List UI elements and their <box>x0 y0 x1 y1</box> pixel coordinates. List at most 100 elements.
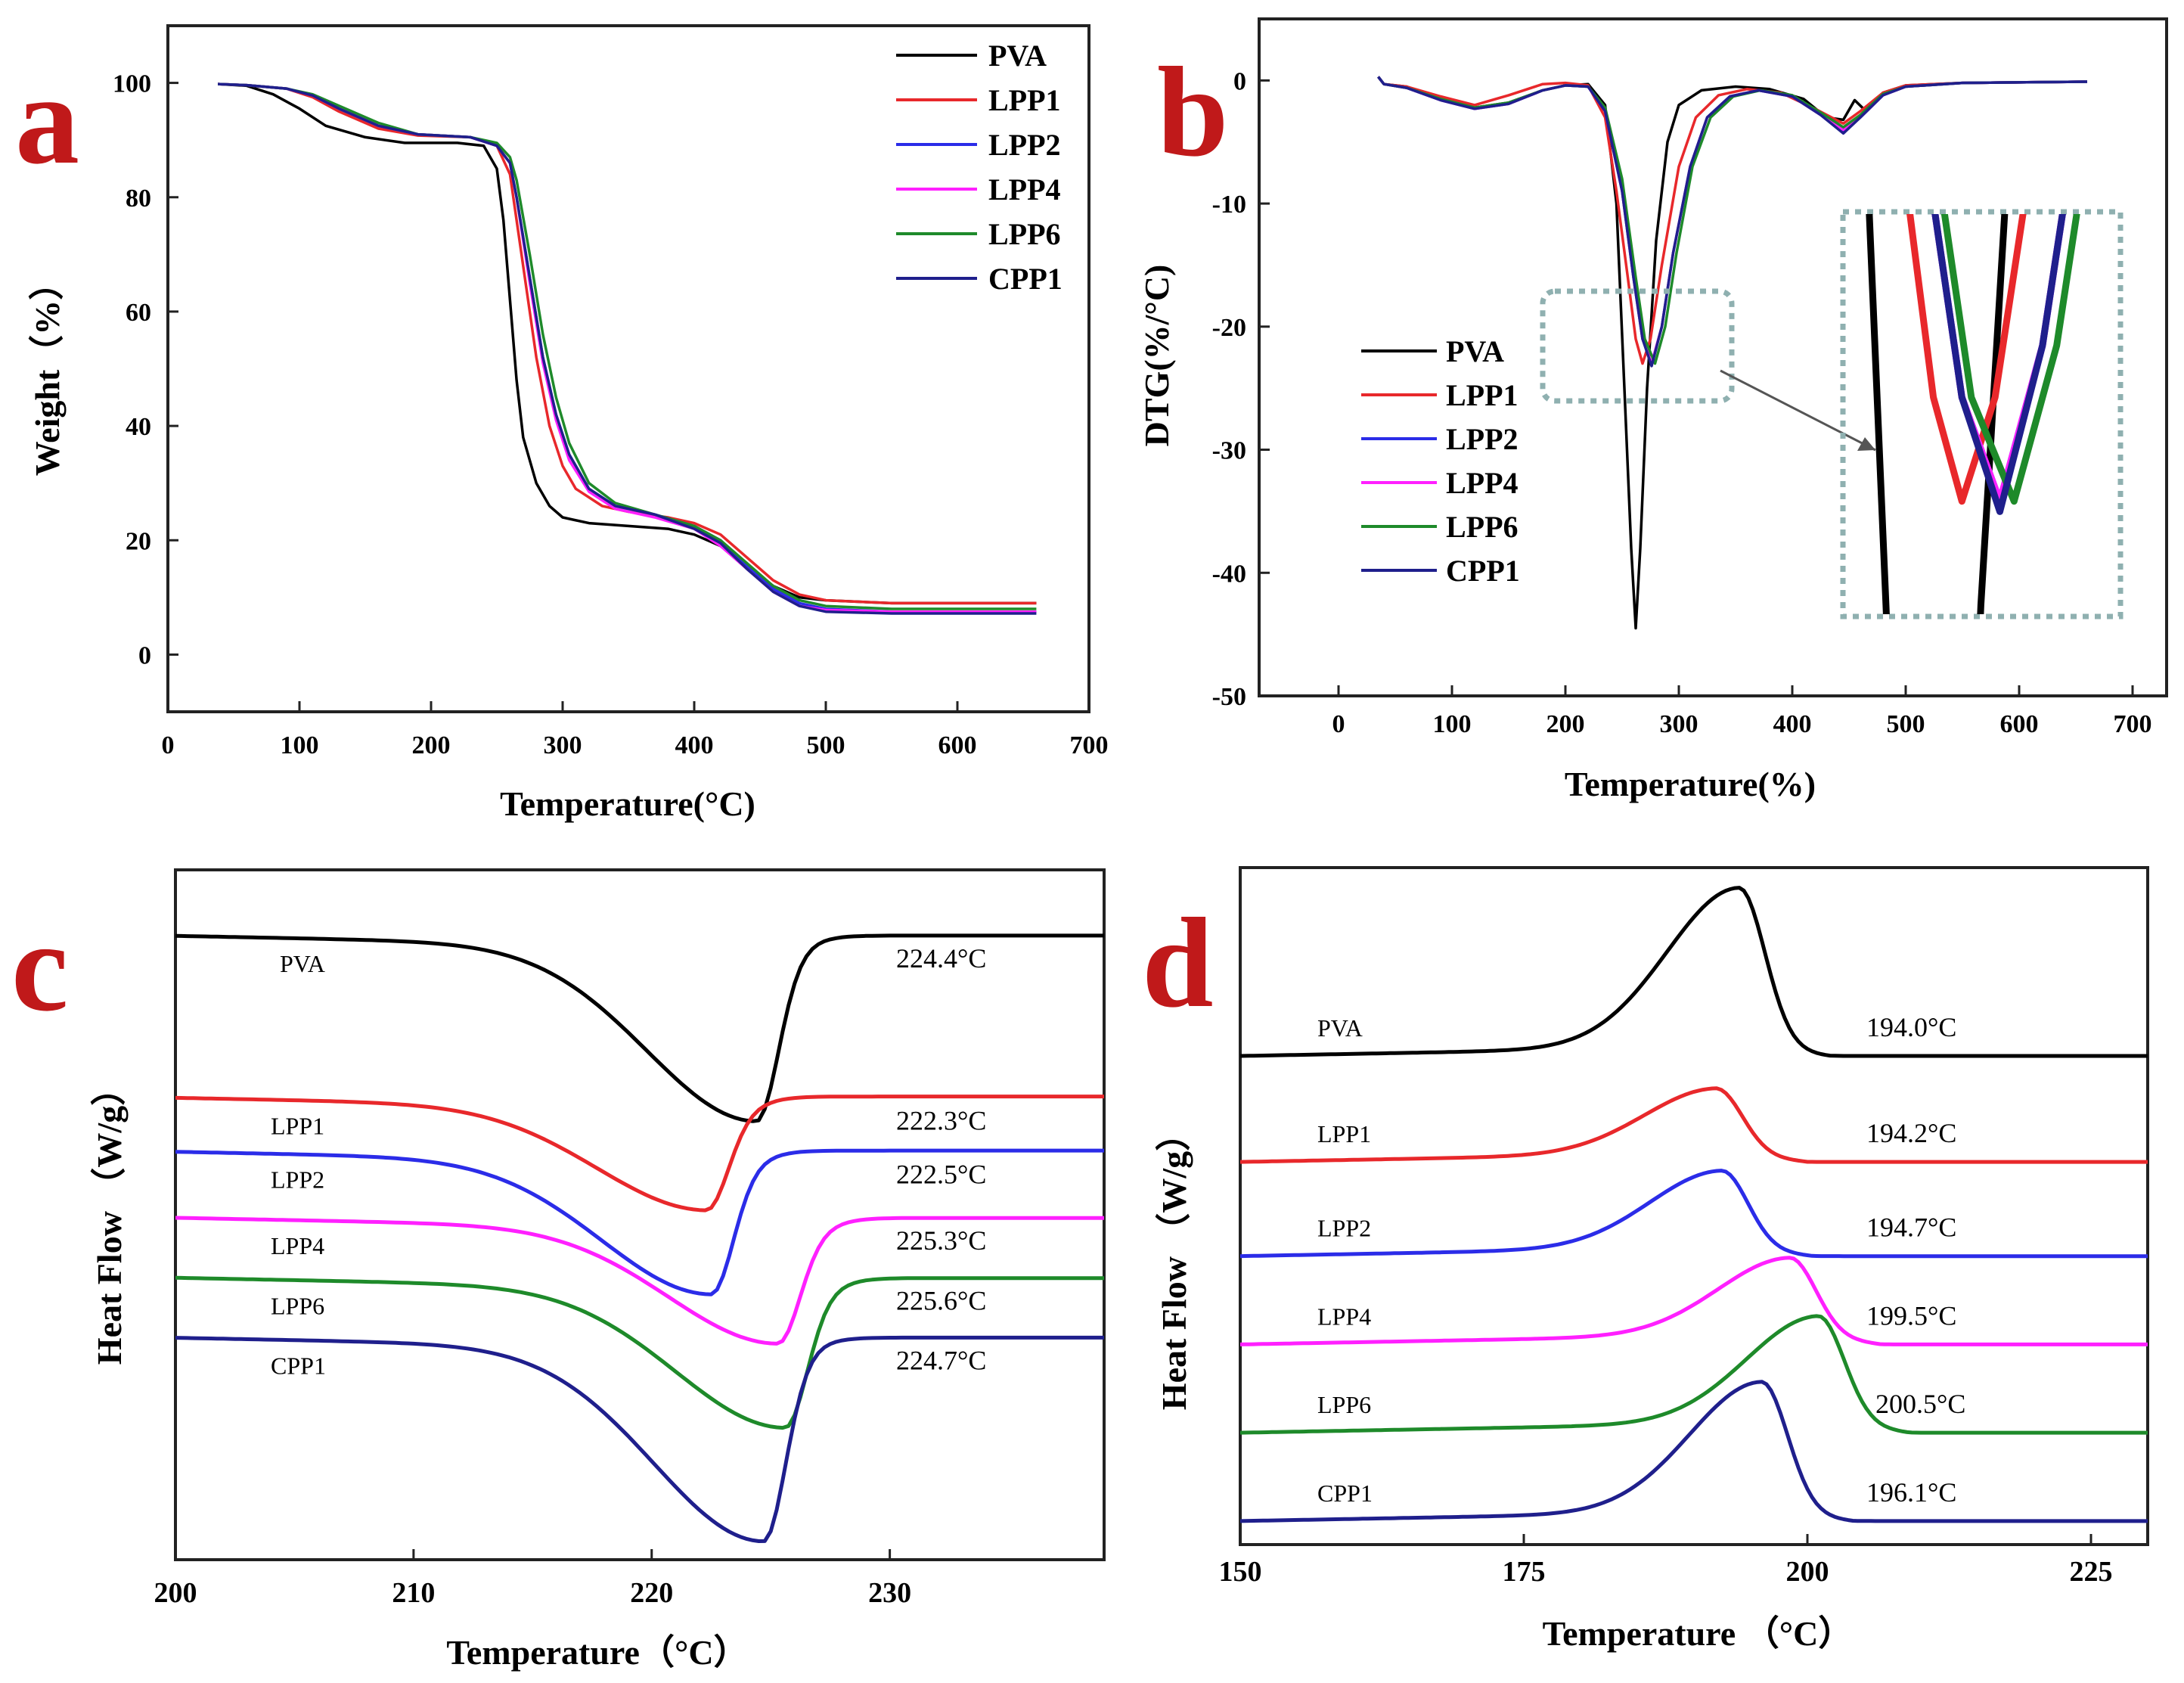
panel-d-frame <box>1239 866 2149 1546</box>
panel-c-dsc-melting-chart: 200 210 220 230 PVA 224.4°C LPP1 222.3°C LPP2 22… <box>90 868 1106 1672</box>
panel-a-legend-label-pva: PVA <box>988 39 1047 73</box>
panel-b-y-tick-label: -10 <box>1212 191 1246 219</box>
panel-d-peak-label-lpp2: 194.7°C <box>1866 1213 1956 1243</box>
panel-a-x-tick-label: 500 <box>807 731 845 759</box>
panel-c-y-axis-label: Heat Flow （W/g） <box>90 1071 129 1365</box>
panel-b-legend-label-lpp4: LPP4 <box>1446 466 1519 500</box>
panel-c-series-name-lpp4: LPP4 <box>271 1232 324 1259</box>
panel-b-y-tick-label: 0 <box>1233 67 1246 95</box>
panel-b-x-tick-label: 600 <box>2000 710 2039 738</box>
panel-d-series-labels: PVA 194.0°C LPP1 194.2°C LPP2 194.7°C LPP4 199.… <box>1317 1012 1965 1508</box>
panel-d-peak-label-lpp1: 194.2°C <box>1866 1118 1956 1148</box>
panel-d-peak-label-lpp4: 199.5°C <box>1866 1300 1956 1331</box>
panel-d-y-axis-label: Heat Flow （W/g） <box>1155 1116 1193 1410</box>
panel-letter-a: a <box>15 48 79 191</box>
panel-a-series-lpp2 <box>218 82 1037 613</box>
panel-b-inset-series-group <box>1866 214 2080 614</box>
panel-c-x-tick-label: 220 <box>630 1577 673 1609</box>
panel-b-inset-frame <box>1840 209 2124 619</box>
panel-a-legend: PVA LPP1 LPP2 LPP4 LPP6 CPP1 <box>896 39 1063 296</box>
panel-d-x-tick-label: 200 <box>1786 1556 1829 1588</box>
panel-c-x-axis-label: Temperature（°C） <box>446 1633 748 1672</box>
panel-a-y-axis-label: Weight（%） <box>28 265 67 477</box>
panel-a-frame <box>166 24 1090 713</box>
panel-d-series-name-cpp1: CPP1 <box>1317 1480 1373 1507</box>
panel-c-peak-label-lpp4: 225.3°C <box>896 1225 986 1256</box>
panel-d-series-lpp2 <box>1239 1169 2148 1259</box>
panel-b-legend-label-lpp2: LPP2 <box>1446 422 1519 456</box>
panel-d-series-name-lpp1: LPP1 <box>1317 1120 1371 1147</box>
panel-a-x-tick-label: 300 <box>544 731 582 759</box>
panel-d-series-name-lpp2: LPP2 <box>1317 1215 1371 1242</box>
panel-b-inset-curves <box>1866 214 2080 614</box>
panel-c-series-name-cpp1: CPP1 <box>271 1352 326 1380</box>
panel-d-x-axis-label: Temperature （°C） <box>1543 1614 1854 1653</box>
panel-b-y-axis-label: DTG(%/°C) <box>1137 265 1176 447</box>
panel-b-y-tick-label: -20 <box>1212 314 1246 342</box>
panel-b-series-lpp4 <box>1377 76 2088 365</box>
panel-b-inset-series-pva <box>1866 214 2009 614</box>
panel-b-x-tick-label: 500 <box>1887 710 1925 738</box>
panel-a-series-cpp1 <box>218 82 1037 615</box>
panel-b-legend-label-cpp1: CPP1 <box>1446 554 1520 588</box>
panel-b-ticks: 0 100 200 300 400 500 600 700 0 -10 -20 -30 -40 -50 <box>1212 67 2152 738</box>
panel-a-x-tick-label: 700 <box>1070 731 1109 759</box>
panel-b-dtg-chart: 0 100 200 300 400 500 600 700 0 -10 -20 -30 -40 -50 P… <box>1137 17 2168 803</box>
panel-a-legend-label-cpp1: CPP1 <box>988 262 1063 296</box>
panel-a-legend-label-lpp2: LPP2 <box>988 128 1061 162</box>
panel-c-series-group <box>175 933 1104 1543</box>
panel-letter-d: d <box>1142 892 1214 1034</box>
panel-a-ticks: 0 100 200 300 400 500 600 700 0 20 40 60 80 100 <box>113 70 1109 759</box>
panel-c-peak-label-cpp1: 224.7°C <box>896 1346 986 1376</box>
panel-d-x-tick-label: 225 <box>2070 1556 2113 1588</box>
panel-d-series-pva <box>1239 886 2148 1058</box>
panel-b-zoom-arrow-head <box>1857 437 1875 451</box>
panel-c-x-tick-label: 200 <box>154 1577 197 1609</box>
panel-a-series-group <box>217 82 1037 615</box>
panel-a-legend-label-lpp1: LPP1 <box>988 83 1061 117</box>
panel-d-ticks: 150 175 200 225 <box>1219 1534 2113 1588</box>
panel-b-x-tick-label: 400 <box>1773 710 1812 738</box>
panel-c-series-pva <box>175 933 1104 1123</box>
panel-a-series-lpp1 <box>218 82 1037 605</box>
panel-a-series-lpp6 <box>218 82 1037 610</box>
panel-d-series-name-lpp6: LPP6 <box>1317 1391 1371 1418</box>
panel-letter-b: b <box>1157 41 1229 183</box>
panel-a-y-tick-label: 40 <box>126 413 151 441</box>
panel-a-y-tick-label: 60 <box>126 299 151 327</box>
panel-c-peak-label-lpp2: 222.5°C <box>896 1160 986 1190</box>
panel-a-series-pva <box>217 82 1037 605</box>
panel-c-series-name-pva: PVA <box>280 950 325 977</box>
panel-b-y-tick-label: -50 <box>1212 683 1246 711</box>
panel-a-x-tick-label: 400 <box>675 731 714 759</box>
panel-letter-c: c <box>11 896 68 1038</box>
panel-a-x-axis-label: Temperature(°C) <box>500 784 755 823</box>
panel-a-y-tick-label: 80 <box>126 185 151 213</box>
panel-a-y-tick-label: 100 <box>113 70 151 98</box>
panel-b-x-tick-label: 200 <box>1546 710 1585 738</box>
panel-b-series-lpp1 <box>1377 76 2088 365</box>
panel-a-x-tick-label: 100 <box>281 731 319 759</box>
panel-a-x-tick-label: 0 <box>162 731 175 759</box>
panel-a-x-tick-label: 600 <box>938 731 977 759</box>
panel-c-ticks: 200 210 220 230 <box>154 1549 911 1609</box>
panel-a-y-tick-label: 20 <box>126 527 151 555</box>
panel-a-legend-label-lpp4: LPP4 <box>988 172 1061 206</box>
panel-b-legend-label-lpp6: LPP6 <box>1446 510 1519 544</box>
panel-b-series-lpp2 <box>1377 76 2088 365</box>
panel-d-peak-label-cpp1: 196.1°C <box>1866 1477 1956 1508</box>
panel-d-series-name-pva: PVA <box>1317 1014 1363 1042</box>
panel-b-x-tick-label: 0 <box>1332 710 1345 738</box>
panel-b-legend-label-pva: PVA <box>1446 334 1504 368</box>
panel-b-x-tick-label: 700 <box>2114 710 2152 738</box>
panel-d-series-lpp4 <box>1239 1256 2148 1346</box>
panel-b-zoom-arrow <box>1720 369 1876 452</box>
panel-b-x-tick-label: 100 <box>1433 710 1472 738</box>
panel-c-series-lpp4 <box>175 1216 1104 1346</box>
panel-d-x-tick-label: 150 <box>1219 1556 1262 1588</box>
panel-b-legend: PVA LPP1 LPP2 LPP4 LPP6 CPP1 <box>1361 334 1520 588</box>
panel-a-y-tick-label: 0 <box>138 641 151 669</box>
panel-c-series-cpp1 <box>175 1335 1104 1543</box>
panel-c-series-name-lpp2: LPP2 <box>271 1166 324 1194</box>
